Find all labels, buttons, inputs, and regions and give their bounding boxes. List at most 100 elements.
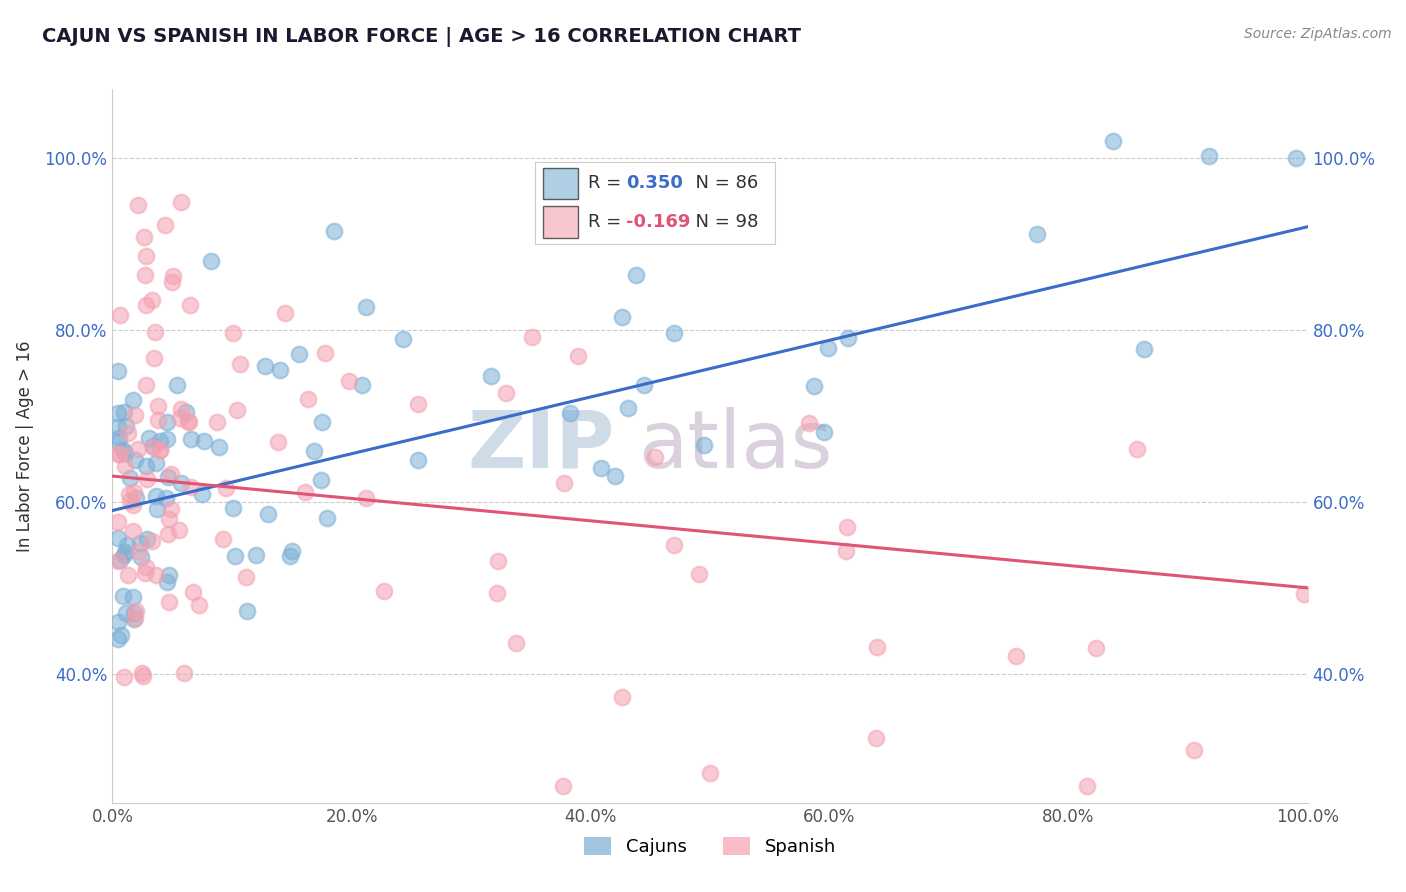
Spanish: [567, 350, 589, 364]
Spanish: [167, 523, 190, 537]
Spanish: [145, 568, 167, 582]
Spanish: [610, 690, 633, 704]
Spanish: [354, 491, 377, 506]
Cajuns: [193, 434, 215, 449]
Spanish: [121, 524, 143, 539]
Cajuns: [624, 268, 647, 282]
Cajuns: [122, 606, 145, 620]
Spanish: [214, 481, 236, 495]
Cajuns: [120, 471, 142, 485]
Spanish: [117, 426, 139, 441]
Spanish: [1294, 587, 1316, 601]
Spanish: [136, 472, 159, 486]
Spanish: [1076, 779, 1098, 793]
Cajuns: [107, 420, 129, 434]
Cajuns: [114, 606, 136, 620]
Spanish: [160, 502, 183, 516]
Text: 0.350: 0.350: [627, 175, 683, 193]
Spanish: [156, 527, 179, 541]
Spanish: [865, 731, 887, 746]
Spanish: [127, 197, 149, 211]
Cajuns: [391, 331, 413, 345]
Spanish: [148, 443, 170, 458]
Cajuns: [170, 476, 193, 491]
FancyBboxPatch shape: [543, 168, 578, 199]
Cajuns: [128, 536, 150, 550]
Spanish: [107, 554, 129, 568]
Spanish: [134, 268, 156, 282]
Spanish: [1005, 648, 1028, 663]
Cajuns: [155, 491, 177, 506]
Spanish: [157, 512, 180, 526]
Spanish: [551, 779, 574, 793]
Cajuns: [1132, 342, 1154, 356]
Spanish: [495, 386, 517, 401]
Cajuns: [281, 544, 304, 558]
Cajuns: [124, 452, 146, 467]
Spanish: [1182, 743, 1205, 757]
Cajuns: [278, 549, 301, 563]
Cajuns: [114, 419, 136, 434]
Text: -0.169: -0.169: [627, 213, 690, 231]
Cajuns: [200, 253, 222, 268]
Cajuns: [145, 456, 167, 470]
Spanish: [170, 402, 193, 417]
Spanish: [162, 268, 184, 283]
Cajuns: [111, 589, 134, 603]
Cajuns: [125, 491, 148, 506]
Spanish: [177, 414, 200, 428]
Spanish: [835, 543, 858, 558]
Cajuns: [156, 574, 179, 589]
Cajuns: [288, 347, 311, 361]
Cajuns: [110, 628, 132, 642]
Cajuns: [610, 310, 633, 325]
Cajuns: [157, 567, 180, 582]
Cajuns: [107, 364, 129, 378]
Spanish: [108, 308, 131, 322]
Spanish: [141, 533, 163, 548]
Cajuns: [156, 415, 179, 429]
Cajuns: [302, 444, 325, 458]
Cajuns: [112, 405, 135, 419]
Cajuns: [122, 393, 145, 408]
Cajuns: [1102, 134, 1125, 148]
Spanish: [173, 666, 195, 681]
Spanish: [553, 476, 575, 491]
Cajuns: [221, 501, 243, 516]
Spanish: [135, 298, 157, 312]
Spanish: [179, 480, 201, 494]
Spanish: [179, 298, 201, 312]
Legend: Cajuns, Spanish: Cajuns, Spanish: [575, 828, 845, 865]
Spanish: [664, 538, 686, 552]
Spanish: [373, 584, 395, 599]
Cajuns: [115, 538, 138, 552]
Spanish: [177, 415, 200, 429]
Cajuns: [309, 473, 332, 487]
Cajuns: [156, 432, 179, 446]
Cajuns: [406, 453, 429, 467]
Cajuns: [356, 300, 378, 314]
Spanish: [143, 351, 166, 365]
Spanish: [122, 499, 145, 513]
Spanish: [127, 442, 149, 456]
Cajuns: [481, 368, 503, 383]
Cajuns: [166, 377, 188, 392]
Cajuns: [236, 604, 259, 618]
Spanish: [143, 326, 166, 340]
Spanish: [157, 594, 180, 608]
Cajuns: [1198, 149, 1220, 163]
Spanish: [169, 411, 191, 425]
Spanish: [274, 306, 297, 320]
Spanish: [314, 346, 336, 360]
Cajuns: [138, 431, 160, 445]
Spanish: [187, 599, 209, 613]
Cajuns: [135, 458, 157, 473]
Spanish: [118, 487, 141, 501]
Cajuns: [817, 342, 839, 356]
Cajuns: [558, 407, 581, 421]
Cajuns: [224, 549, 246, 564]
Spanish: [153, 218, 176, 232]
Cajuns: [605, 468, 627, 483]
Text: N = 98: N = 98: [683, 213, 758, 231]
Text: CAJUN VS SPANISH IN LABOR FORCE | AGE > 16 CORRELATION CHART: CAJUN VS SPANISH IN LABOR FORCE | AGE > …: [42, 27, 801, 46]
